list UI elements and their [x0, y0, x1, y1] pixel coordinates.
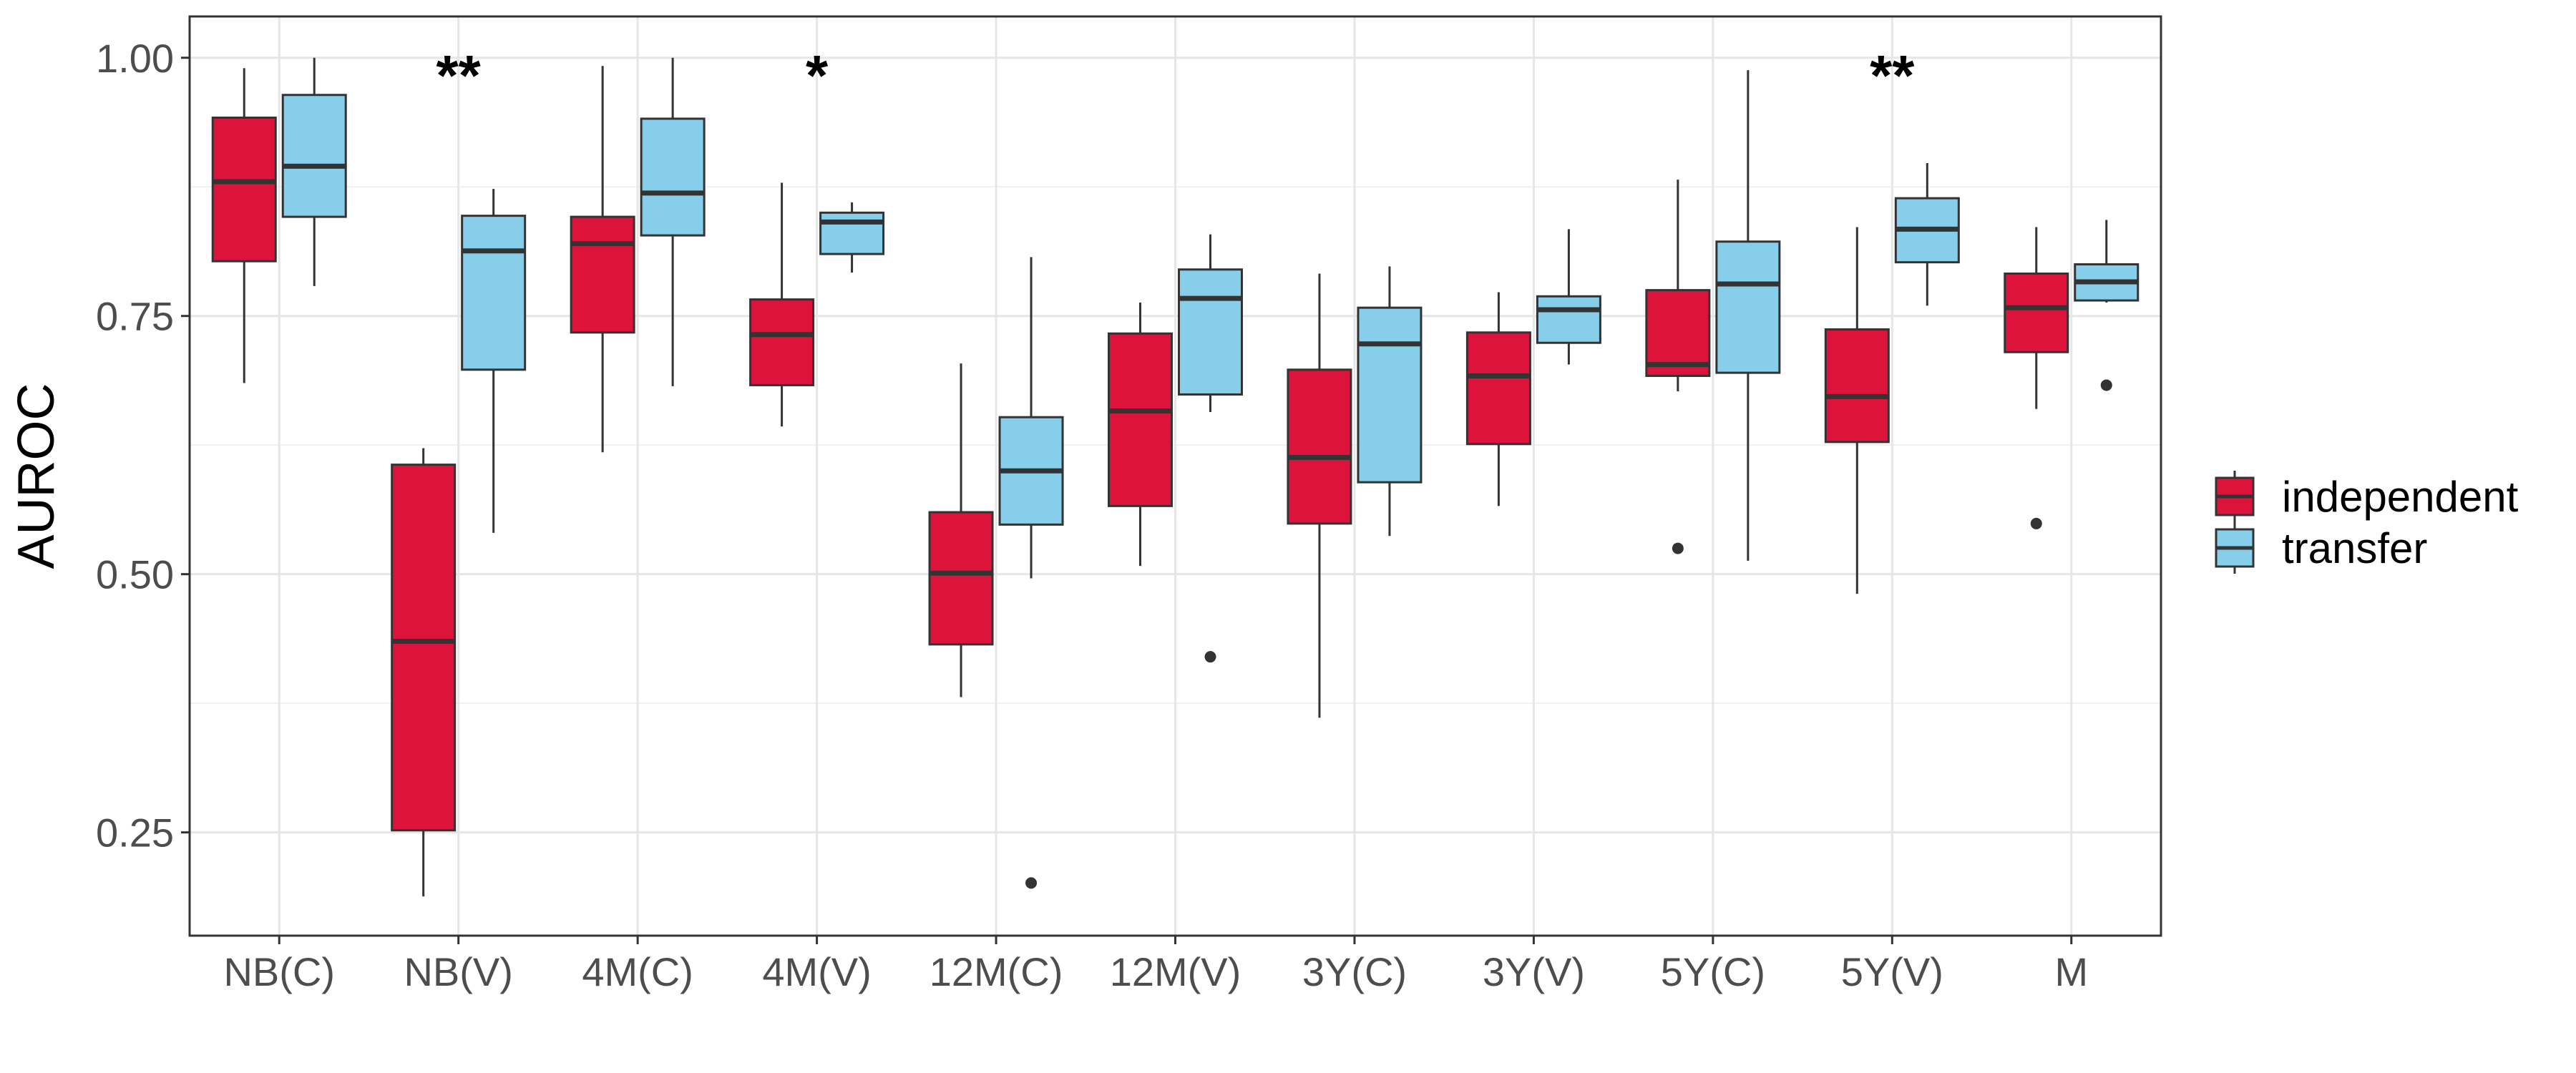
outlier-point — [1204, 651, 1216, 663]
box-body — [391, 464, 457, 832]
box-independent-3Y(C) — [1287, 273, 1352, 718]
outlier-point — [1025, 877, 1038, 889]
box-body — [1108, 332, 1173, 507]
box-body — [2004, 273, 2069, 353]
box-body — [461, 215, 527, 371]
outlier-point — [2100, 379, 2112, 391]
box-independent-5Y(C) — [1645, 180, 1711, 554]
x-tick-label: M — [2054, 949, 2088, 994]
x-tick-label: 4M(C) — [582, 949, 693, 994]
box-body — [211, 116, 277, 263]
box-independent-4M(C) — [570, 66, 635, 453]
y-tick-label: 0.75 — [96, 294, 174, 339]
box-transfer-12M(V) — [1178, 234, 1243, 663]
box-independent-12M(C) — [928, 363, 994, 697]
y-tick-label: 1.00 — [96, 36, 174, 81]
box-body — [640, 117, 706, 237]
box-transfer-4M(V) — [819, 202, 885, 273]
y-tick-label: 0.50 — [96, 552, 174, 597]
box-transfer-M — [2074, 220, 2140, 391]
box-transfer-NB(V) — [461, 189, 527, 533]
significance-label: * — [806, 44, 829, 107]
box-body — [1824, 328, 1890, 444]
x-tick-label: NB(C) — [223, 949, 335, 994]
box-independent-4M(V) — [749, 182, 815, 427]
outlier-point — [2030, 517, 2042, 529]
axes: 0.25 0.50 0.75 1.00 NB(C) NB(V) 4M(C) 4M(V) 12M(… — [96, 36, 2088, 994]
x-tick-label: 4M(V) — [762, 949, 871, 994]
x-tick-label: 5Y(C) — [1661, 949, 1765, 994]
box-body — [281, 94, 347, 218]
x-tick-label: 12M(V) — [1110, 949, 1241, 994]
x-tick-label: NB(V) — [404, 949, 512, 994]
legend-label: independent — [2282, 473, 2519, 521]
x-tick-label: 3Y(C) — [1302, 949, 1407, 994]
box-transfer-3Y(V) — [1536, 229, 1601, 365]
boxes — [211, 57, 2140, 897]
y-tick-label: 0.25 — [96, 810, 174, 856]
box-transfer-12M(C) — [998, 257, 1064, 889]
box-transfer-5Y(V) — [1894, 163, 1960, 306]
box-body — [819, 211, 885, 255]
significance-annotations: ** * ** — [436, 44, 1916, 107]
x-tick-label: 5Y(V) — [1841, 949, 1943, 994]
box-independent-3Y(V) — [1465, 292, 1531, 506]
box-transfer-4M(C) — [640, 57, 706, 386]
box-body — [749, 298, 815, 386]
box-body — [1178, 268, 1243, 396]
box-transfer-NB(C) — [281, 57, 347, 286]
box-independent-M — [2004, 227, 2069, 529]
box-body — [570, 215, 635, 334]
box-independent-5Y(V) — [1824, 227, 1890, 594]
outlier-point — [1672, 542, 1684, 554]
significance-label: ** — [436, 44, 482, 107]
grid-lines — [190, 16, 2161, 936]
box-body — [928, 511, 994, 646]
significance-label: ** — [1870, 44, 1915, 107]
box-body — [1645, 289, 1711, 377]
legend-label: transfer — [2282, 524, 2427, 572]
box-independent-NB(C) — [211, 68, 277, 383]
box-body — [1715, 240, 1781, 374]
legend-item-transfer: transfer — [2215, 522, 2427, 574]
y-axis-title: AUROC — [8, 383, 65, 569]
box-independent-12M(V) — [1108, 302, 1173, 567]
box-transfer-3Y(C) — [1357, 266, 1423, 536]
x-tick-label: 12M(C) — [930, 949, 1063, 994]
box-body — [1357, 306, 1423, 484]
box-body — [1465, 331, 1531, 446]
legend-item-independent: independent — [2215, 471, 2519, 522]
box-body — [1287, 368, 1352, 525]
x-tick-label: 3Y(V) — [1483, 949, 1585, 994]
box-independent-NB(V) — [391, 448, 457, 897]
box-transfer-5Y(C) — [1715, 70, 1781, 561]
box-body — [1536, 295, 1601, 344]
